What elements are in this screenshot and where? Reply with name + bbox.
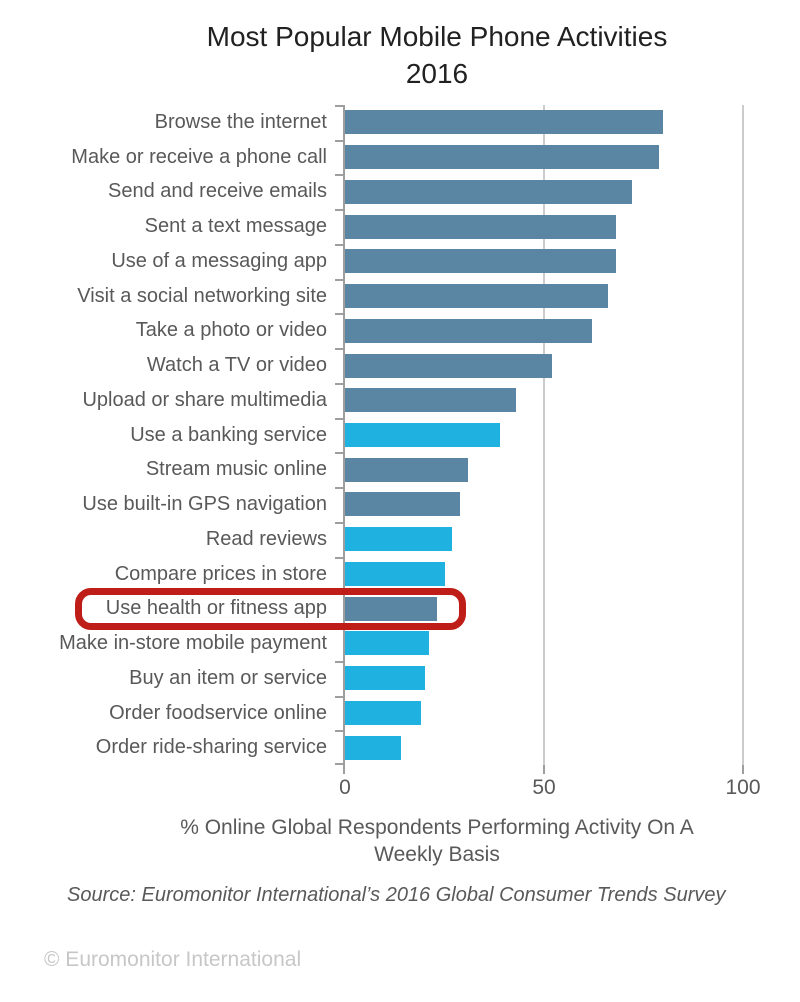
category-label: Send and receive emails [107, 180, 327, 203]
category-label: Buy an item or service [129, 666, 327, 689]
bar [345, 700, 421, 725]
category-axis-tick [335, 348, 344, 351]
category-label: Use of a messaging app [111, 249, 327, 272]
bar [345, 388, 517, 413]
bar [345, 457, 469, 482]
category-axis-tick [335, 452, 344, 455]
chart-title-line2: 2016 [405, 58, 469, 89]
bar [345, 423, 501, 447]
bar [345, 179, 632, 204]
x-tick-label: 50 [532, 776, 556, 799]
bar [345, 492, 461, 517]
category-axis-tick [335, 417, 344, 420]
source-text: Source: Euromonitor International’s 2016… [67, 884, 726, 906]
category-label: Take a photo or video [135, 319, 327, 342]
x-tick-label: 100 [725, 776, 761, 799]
chart-title-line1: Most Popular Mobile Phone Activities [206, 21, 668, 52]
category-label: Use built-in GPS navigation [82, 493, 327, 516]
category-label: Make or receive a phone call [71, 145, 327, 168]
bar [345, 284, 608, 309]
category-label: Stream music online [145, 458, 327, 481]
category-axis-tick [335, 521, 344, 524]
gridline [543, 105, 545, 765]
category-axis-tick [335, 278, 344, 281]
x-tick-label: 0 [339, 776, 351, 799]
x-axis-caption-line2: Weekly Basis [374, 843, 500, 866]
plot-area [335, 105, 785, 774]
bar [345, 353, 552, 378]
category-label: Browse the internet [154, 111, 327, 133]
category-axis-tick [335, 209, 344, 212]
category-axis-tick [335, 763, 344, 765]
category-label: Sent a text message [144, 215, 327, 238]
category-axis-tick [335, 382, 344, 385]
category-axis-tick [335, 174, 344, 177]
highlight-box [75, 588, 466, 630]
category-label: Visit a social networking site [77, 284, 327, 307]
copyright-text: © Euromonitor International [44, 948, 302, 971]
category-axis-tick [335, 695, 344, 698]
bar [345, 666, 425, 691]
bar [345, 110, 664, 135]
category-label: Order foodservice online [109, 701, 327, 724]
category-label: Make in-store mobile payment [59, 632, 327, 655]
category-axis-tick [335, 105, 344, 107]
bar [345, 631, 429, 656]
bar [345, 318, 592, 343]
value-axis-tick [343, 765, 345, 774]
category-label: Watch a TV or video [146, 354, 327, 377]
bar [345, 249, 616, 274]
value-axis-tick [742, 765, 744, 774]
bar [345, 561, 445, 586]
category-axis-tick [335, 660, 344, 663]
bar [345, 596, 437, 621]
category-axis-tick [335, 556, 344, 559]
value-axis-tick [543, 765, 545, 774]
category-label: Use a banking service [130, 423, 327, 446]
category-labels: Browse the internet Make or receive a pho… [0, 105, 327, 765]
category-axis-line [343, 105, 345, 774]
x-axis-caption-line1: % Online Global Respondents Performing A… [180, 816, 694, 839]
gridline [742, 105, 744, 765]
x-axis-caption: % Online Global Respondents Performing A… [74, 814, 800, 868]
category-axis-tick [335, 139, 344, 142]
bar [345, 527, 453, 552]
category-label: Read reviews [205, 527, 327, 550]
category-axis-tick [335, 730, 344, 733]
bar [345, 735, 401, 760]
category-label: Order ride-sharing service [95, 736, 327, 759]
bar [345, 214, 616, 239]
chart-title: Most Popular Mobile Phone Activities 201… [74, 18, 800, 92]
category-label: Use health or fitness app [105, 597, 327, 620]
bar [345, 145, 660, 170]
category-axis-tick [335, 313, 344, 316]
category-label: Compare prices in store [114, 562, 327, 585]
category-axis-tick [335, 487, 344, 490]
category-axis-tick [335, 243, 344, 246]
category-label: Upload or share multimedia [82, 388, 327, 411]
